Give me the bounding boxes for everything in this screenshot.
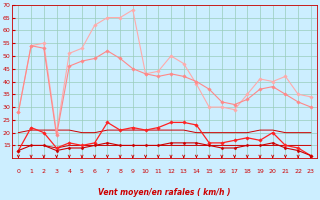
X-axis label: Vent moyen/en rafales ( km/h ): Vent moyen/en rafales ( km/h ) (98, 188, 231, 197)
